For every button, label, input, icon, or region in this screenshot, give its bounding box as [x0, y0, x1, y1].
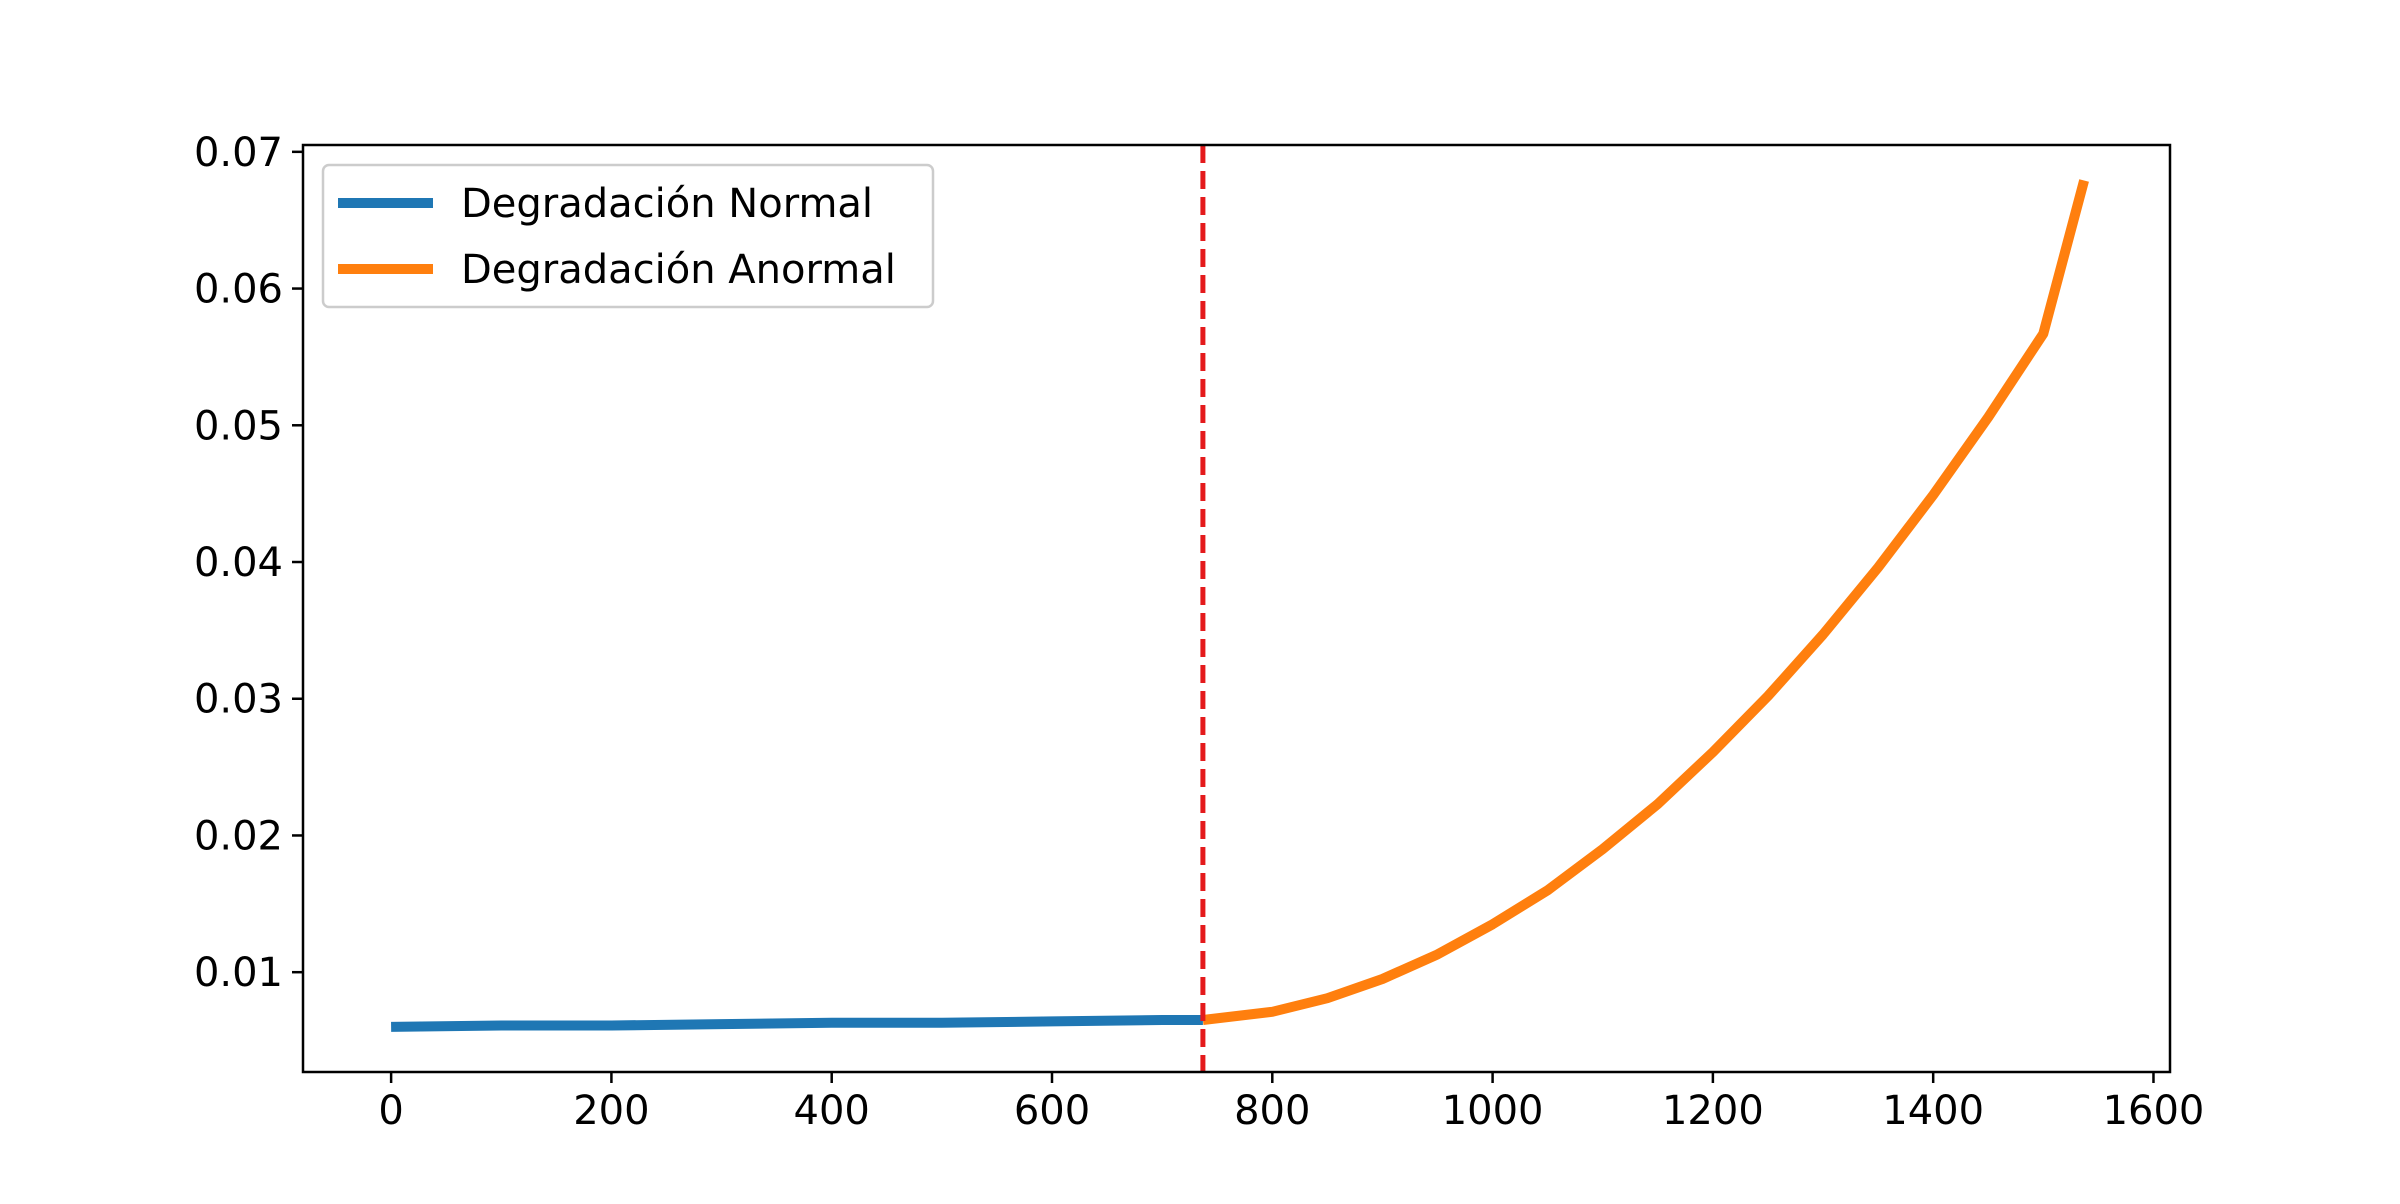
- legend: Degradación Normal Degradación Anormal: [321, 163, 935, 309]
- y-tick-label: 0.05: [194, 403, 283, 449]
- x-tick-label: 400: [794, 1088, 870, 1134]
- x-tick-label: 1400: [1882, 1088, 1984, 1134]
- legend-label: Degradación Normal: [461, 181, 873, 227]
- x-tick-label: 1000: [1442, 1088, 1544, 1134]
- x-tick-label: 1200: [1662, 1088, 1764, 1134]
- y-tick-label: 0.06: [194, 267, 283, 313]
- y-tick-label: 0.03: [194, 677, 283, 723]
- y-tick-label: 0.02: [194, 813, 283, 859]
- x-tick-label: 800: [1234, 1088, 1310, 1134]
- series-line-normal: [391, 1015, 1203, 1032]
- x-tick-label: 200: [573, 1088, 649, 1134]
- y-tick-label: 0.07: [194, 130, 283, 176]
- y-tick-label: 0.04: [194, 540, 283, 586]
- axes-frame: [301, 143, 2172, 1074]
- x-tick-label: 600: [1014, 1088, 1090, 1134]
- axes: 0 200 400 600 800 1000 1200 1400 1600 0.01 0.02 0.0…: [194, 130, 2204, 1134]
- y-tick-label: 0.01: [194, 950, 283, 996]
- legend-box: [321, 163, 935, 309]
- legend-label: Degradación Anormal: [461, 247, 896, 293]
- series-line-anormal: [1202, 179, 2089, 1025]
- x-tick-label: 1600: [2103, 1088, 2205, 1134]
- x-tick-label: 0: [378, 1088, 403, 1134]
- plot-area: [391, 145, 2089, 1072]
